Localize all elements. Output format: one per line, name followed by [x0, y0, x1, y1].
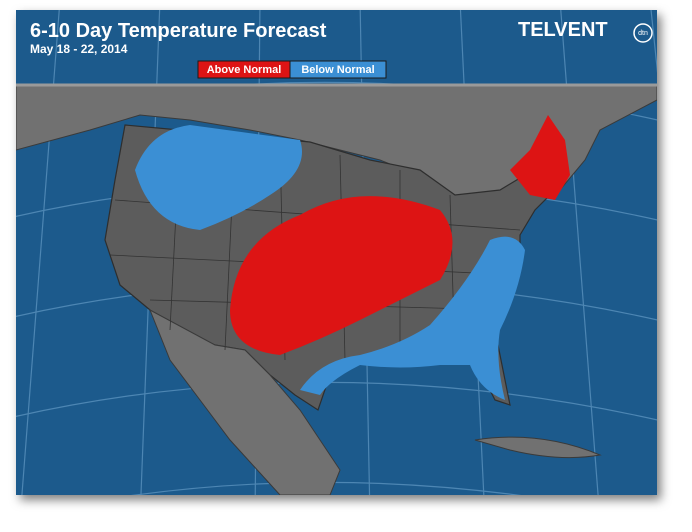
above-normal-area [510, 115, 570, 200]
legend-label: Above Normal [207, 64, 282, 76]
below-normal-area [300, 236, 525, 400]
cuba [474, 436, 602, 459]
mexico [149, 308, 341, 495]
below-normal-area [135, 125, 302, 230]
map-title: 6-10 Day Temperature Forecast [30, 20, 327, 42]
logo-ring [633, 23, 653, 43]
map-date: May 18 - 22, 2014 [30, 42, 128, 56]
above-normal-area [230, 196, 453, 355]
logo-sub: dtn [638, 30, 648, 37]
legend-swatch [289, 60, 387, 79]
legend-label: Below Normal [301, 64, 374, 76]
logo: TELVENT [518, 19, 608, 41]
legend: Above Normal Below Normal [197, 60, 387, 79]
